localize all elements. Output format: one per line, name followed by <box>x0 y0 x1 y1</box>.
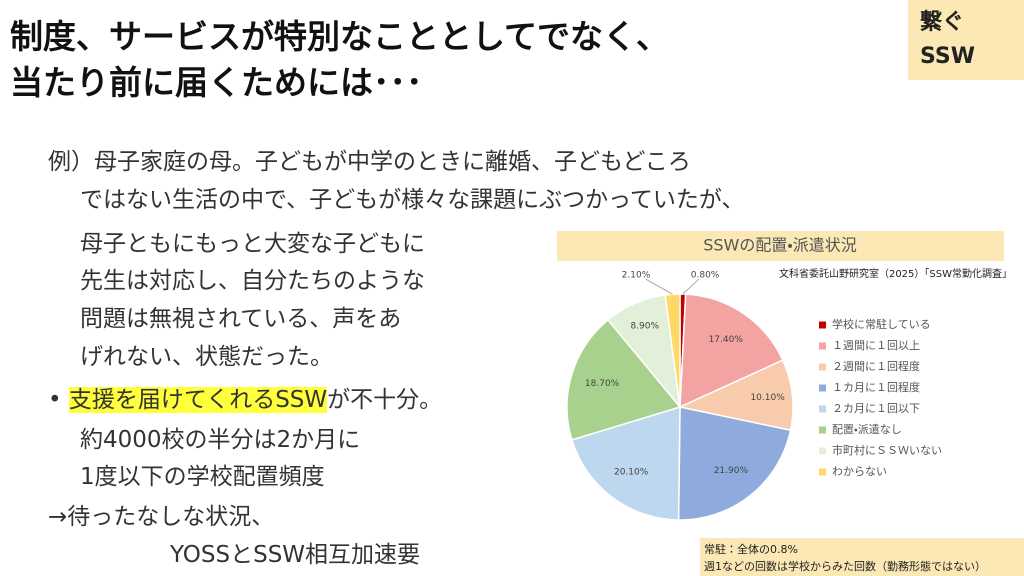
data-label: 0.80% <box>691 270 720 280</box>
bullet-line: • 支援を届けてくれるSSWが不十分。 <box>48 380 442 414</box>
leader-line <box>682 278 700 295</box>
title-line: 制度、サービスが特別なこととしてでなく、 <box>10 17 670 56</box>
bullet: • <box>48 387 62 413</box>
note: 常駐：全体の0.8% 週1などの回数は学校からみた回数（勤務形態ではない） <box>700 538 1024 576</box>
data-label: 18.70% <box>585 379 620 389</box>
data-label: 8.90% <box>630 322 659 332</box>
legend-label: 学校に常駐している <box>832 317 931 331</box>
body-line: げれない、状態だった。 <box>80 344 333 370</box>
legend-swatch <box>819 426 826 434</box>
data-label: 21.90% <box>714 466 749 476</box>
data-label: 20.10% <box>614 468 649 478</box>
highlight: 支援を届けてくれるSSW <box>68 387 328 413</box>
data-label: 17.40% <box>709 335 744 345</box>
pie-slice <box>570 405 681 521</box>
pie-slice <box>566 318 682 441</box>
body-line: 先生は対応し、自分たちのような <box>80 268 425 294</box>
leader-line <box>645 278 673 295</box>
tag-line: SSW <box>920 44 975 69</box>
pie-slice <box>679 293 784 409</box>
legend-label: ２カ月に１回以下 <box>832 402 920 415</box>
legend-label: １週間に１回以上 <box>832 339 920 352</box>
legend-label: １カ月に１回程度 <box>832 381 920 394</box>
pie-slice <box>677 406 792 521</box>
legend-label: 市町村にＳＳＷいない <box>832 443 942 457</box>
tag-line: 繋ぐ <box>920 10 965 35</box>
legend-swatch <box>819 447 826 455</box>
legend-label: ２週間に１回程度 <box>832 360 920 373</box>
body-line: 1度以下の学校配置頻度 <box>80 464 325 490</box>
note-line: 週1などの回数は学校からみた回数（勤務形態ではない） <box>704 560 986 573</box>
chart-title-box <box>557 231 1004 261</box>
legend-swatch <box>819 321 826 329</box>
legend-swatch <box>819 384 826 392</box>
legend-label: 配置・派遣なし <box>832 422 902 436</box>
body-line: →待ったなしな状況、 <box>48 504 275 530</box>
body-line: ではない生活の中で、子どもが様々な課題にぶつかっていたが、 <box>80 187 745 213</box>
title-line: 当たり前に届くためには･･･ <box>10 63 423 102</box>
tag: 繋ぐ SSW <box>908 0 1024 80</box>
legend-swatch <box>819 342 826 350</box>
body-line: YOSSとSSW相互加速要 <box>170 542 421 568</box>
legend-swatch <box>819 468 826 476</box>
body-line: 問題は無視されている、声をあ <box>80 306 402 332</box>
body-line: 約4000校の半分は2か月に <box>80 427 361 453</box>
bullet-rest: が不十分。 <box>327 387 443 413</box>
body-line: 母子ともにもっと大変な子どもに <box>80 231 425 257</box>
data-label: 10.10% <box>750 393 785 403</box>
legend-swatch <box>819 405 826 413</box>
body-line: 例）母子家庭の母。子どもが中学のときに離婚、子どもどころ <box>48 149 691 175</box>
chart-subtitle: 文科省委託山野研究室（2025）「SSW常勤化調査」 <box>779 267 1012 280</box>
chart-title: SSWの配置・派遣状況 <box>703 236 857 255</box>
data-label: 2.10% <box>622 271 651 281</box>
legend-label: わからない <box>832 465 887 478</box>
legend-swatch <box>819 363 826 371</box>
note-line: 常駐：全体の0.8% <box>704 543 798 556</box>
